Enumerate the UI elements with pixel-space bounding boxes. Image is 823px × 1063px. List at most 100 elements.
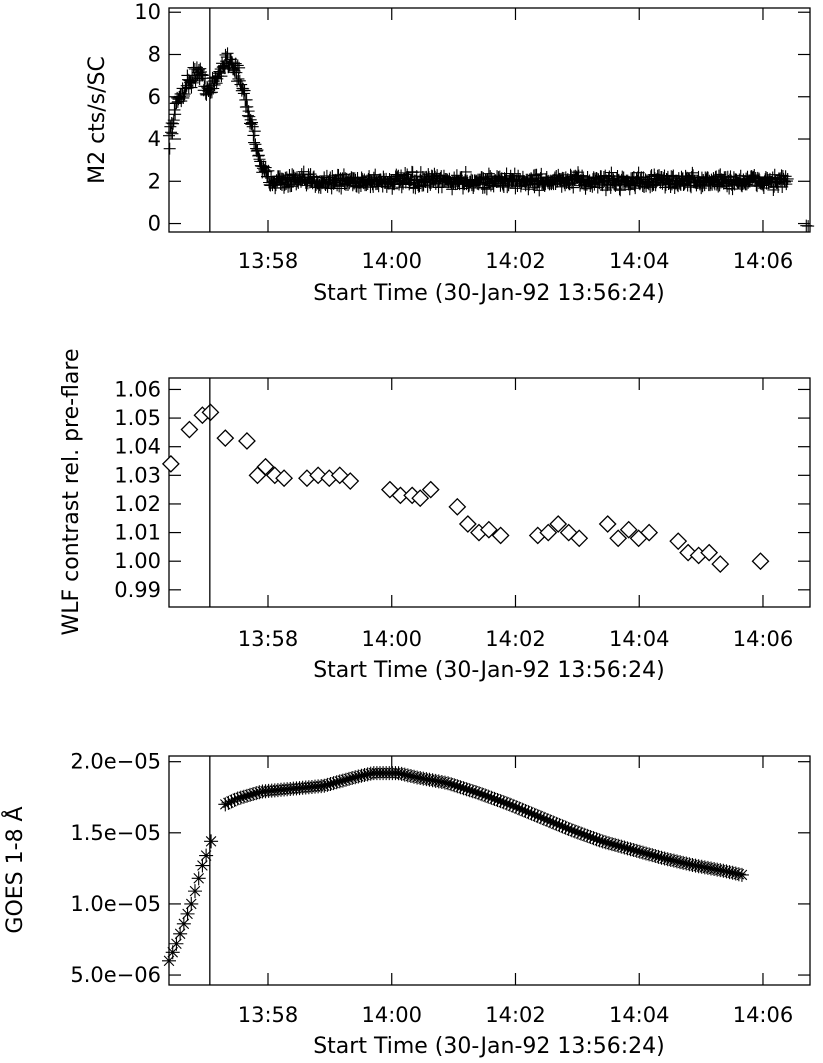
data-point — [317, 778, 332, 793]
data-point — [695, 182, 708, 195]
data-point — [363, 766, 378, 781]
data-point — [342, 771, 357, 786]
data-point — [593, 177, 606, 190]
data-point — [165, 945, 180, 960]
data-point — [309, 466, 328, 485]
data-point — [360, 767, 375, 782]
data-point — [481, 789, 496, 804]
data-point — [345, 771, 360, 786]
data-point — [172, 93, 185, 106]
data-point — [716, 863, 731, 878]
data-point — [533, 810, 548, 825]
data-point — [559, 171, 572, 184]
data-point — [536, 811, 551, 826]
data-point — [611, 838, 626, 853]
data-point — [230, 66, 243, 79]
y-tick-label: 10 — [134, 0, 161, 24]
data-point — [245, 118, 258, 131]
data-point — [448, 497, 467, 516]
y-tick-label: 1.04 — [114, 435, 161, 459]
data-point — [561, 821, 576, 836]
data-point — [204, 834, 219, 849]
data-point — [428, 167, 441, 180]
data-point — [493, 170, 506, 183]
data-point — [530, 809, 545, 824]
data-point — [428, 773, 443, 788]
data-point — [165, 117, 178, 130]
data-point — [608, 837, 623, 852]
data-point — [598, 835, 613, 850]
data-point — [778, 175, 791, 188]
data-points — [162, 766, 749, 968]
data-point — [540, 812, 555, 827]
data-point — [601, 179, 614, 192]
data-point — [197, 69, 210, 82]
data-point — [685, 857, 700, 872]
data-point — [471, 786, 486, 801]
y-tick-label: 0.99 — [114, 578, 161, 602]
data-point — [194, 62, 207, 75]
data-point — [679, 856, 694, 871]
data-point — [400, 768, 415, 783]
data-point — [248, 125, 261, 138]
data-point — [524, 806, 539, 821]
y-axis-title: GOES 1-8 Å — [1, 806, 28, 933]
data-point — [767, 183, 780, 196]
y-tick-label: 1.05 — [114, 406, 161, 430]
data-point — [391, 766, 406, 781]
data-point — [577, 827, 592, 842]
panel-counts: 0 2 4 6 8 10 13:58 14:00 14:02 14:04 14:06 Start T… — [85, 0, 815, 306]
data-point — [506, 798, 521, 813]
plot-frame — [168, 377, 811, 608]
data-point — [184, 896, 199, 911]
x-tick-label: 13:58 — [238, 627, 299, 651]
data-point — [357, 768, 372, 783]
data-point — [173, 926, 188, 941]
y-axis-title: M2 cts/s/SC — [85, 56, 110, 184]
data-point — [240, 93, 253, 106]
data-point — [169, 936, 184, 951]
data-point — [243, 117, 256, 130]
data-point — [407, 769, 422, 784]
data-point — [208, 78, 221, 91]
data-point — [651, 849, 666, 864]
data-point — [351, 769, 366, 784]
data-point — [167, 114, 180, 127]
data-point — [251, 144, 264, 157]
data-point — [273, 170, 286, 183]
data-point — [564, 823, 579, 838]
data-point — [252, 149, 265, 162]
data-point — [458, 515, 477, 533]
data-point — [601, 836, 616, 851]
data-point — [260, 165, 273, 178]
data-point — [352, 181, 365, 194]
data-point — [722, 865, 737, 880]
data-point — [164, 120, 177, 133]
data-point — [657, 851, 672, 866]
y-tick-label: 2 — [148, 169, 161, 193]
data-point — [527, 807, 542, 822]
data-point — [640, 523, 659, 542]
data-point — [629, 843, 644, 858]
y-tick-label: 4 — [148, 127, 161, 151]
data-point — [614, 184, 627, 197]
data-point — [185, 81, 198, 94]
data-point — [595, 834, 610, 849]
axis-ticks: 5.0e−06 1.0e−05 1.5e−05 2.0e−05 13:58 14:00 14… — [70, 750, 810, 1027]
data-point — [559, 523, 578, 542]
data-point — [332, 774, 347, 789]
data-point — [243, 787, 258, 802]
data-point — [663, 852, 678, 867]
data-point — [781, 172, 794, 185]
data-point — [546, 176, 559, 189]
data-point — [549, 816, 564, 831]
data-point — [479, 520, 498, 539]
data-point — [444, 777, 459, 792]
data-point — [304, 168, 317, 181]
data-point — [354, 768, 369, 783]
data-point — [527, 169, 540, 182]
data-point — [191, 871, 206, 886]
data-points — [163, 47, 815, 233]
data-point — [496, 795, 511, 810]
data-point — [567, 181, 580, 194]
